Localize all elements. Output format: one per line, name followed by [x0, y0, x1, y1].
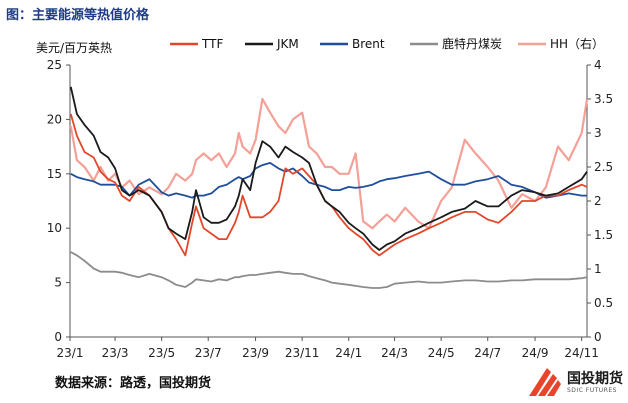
legend-label: Brent — [352, 37, 385, 51]
x-tick-label: 24/3 — [381, 346, 408, 360]
right-tick-label: 0.5 — [594, 296, 613, 310]
x-tick-label: 24/7 — [474, 346, 501, 360]
left-tick-label: 10 — [47, 221, 62, 235]
left-tick-label: 15 — [47, 167, 62, 181]
left-tick-label: 25 — [47, 58, 62, 72]
right-tick-label: 3.5 — [594, 92, 613, 106]
left-axis-unit-label: 美元/百万英热 — [36, 41, 112, 55]
source-note: 数据来源：路透，国投期货 — [55, 376, 212, 391]
legend-label: TTF — [201, 37, 223, 51]
x-tick-label: 24/9 — [522, 346, 549, 360]
left-tick-label: 5 — [54, 276, 62, 290]
brand-name: 国投期货 — [567, 371, 623, 387]
right-tick-label: 1.5 — [594, 228, 613, 242]
right-tick-label: 1 — [594, 262, 602, 276]
x-tick-label: 23/3 — [102, 346, 129, 360]
left-tick-label: 20 — [47, 112, 62, 126]
series-line-4 — [69, 97, 589, 230]
series-line-3 — [70, 251, 588, 289]
series-lines — [69, 86, 589, 289]
x-tick-label: 23/9 — [242, 346, 269, 360]
right-tick-label: 3 — [594, 126, 602, 140]
x-tick-label: 24/5 — [428, 346, 455, 360]
series-line-2 — [70, 161, 587, 199]
brand-logo-icon — [529, 368, 561, 396]
right-tick-label: 0 — [594, 330, 602, 344]
brand-logo-block: 国投期货 SDIC FUTURES — [527, 365, 625, 399]
brand-subtitle: SDIC FUTURES — [567, 387, 617, 394]
x-tick-label: 23/1 — [57, 346, 84, 360]
x-tick-label: 24/1 — [335, 346, 362, 360]
left-tick-label: 0 — [54, 330, 62, 344]
x-tick-label: 23/7 — [195, 346, 222, 360]
legend-label: JKM — [276, 37, 299, 51]
x-tick-label: 23/11 — [285, 346, 320, 360]
right-tick-label: 2.5 — [594, 160, 613, 174]
page-title: 图：主要能源等热值价格 — [6, 8, 150, 23]
legend-label: HH（右） — [550, 36, 604, 51]
axes-group: 0 5 10 15 20 25 0 0.5 1 1.5 2 2.5 3 3.5 4 23/1 23/3 23/5 2… — [36, 41, 613, 360]
x-tick-label: 24/11 — [564, 346, 599, 360]
legend-label: 鹿特丹煤炭 — [442, 36, 502, 51]
legend: TTF JKM Brent 鹿特丹煤炭 HH（右） — [170, 36, 604, 51]
x-tick-label: 23/5 — [148, 346, 175, 360]
right-tick-label: 4 — [594, 58, 602, 72]
series-line-0 — [69, 113, 588, 257]
series-line-1 — [69, 86, 588, 251]
right-tick-label: 2 — [594, 194, 602, 208]
